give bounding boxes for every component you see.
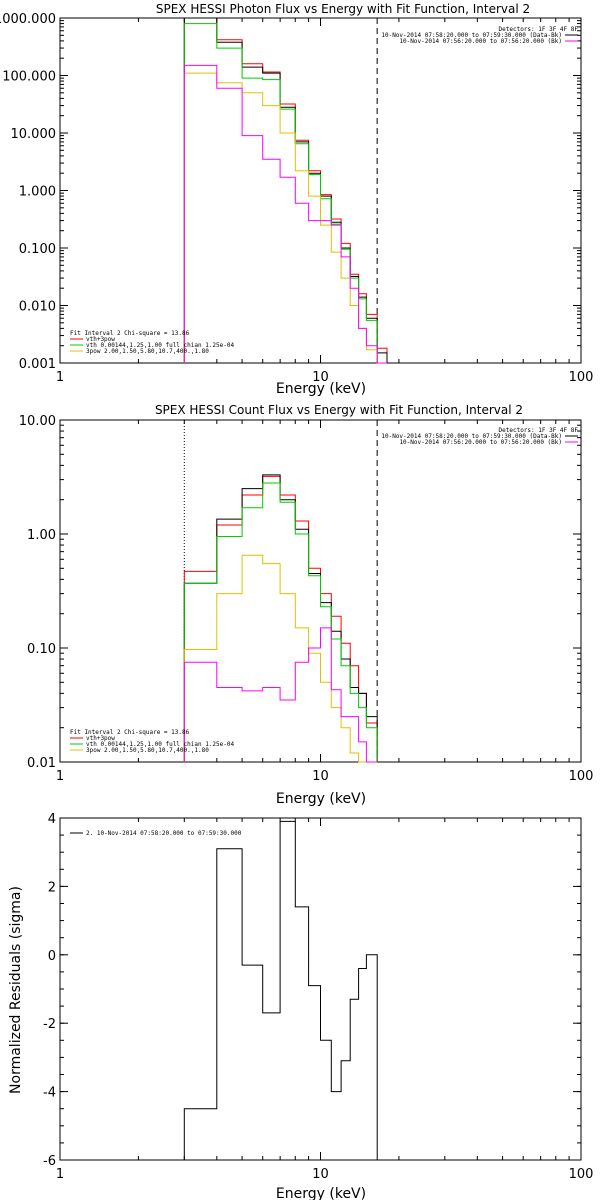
photon-y-tick-label: 1.000 (19, 185, 56, 200)
photon-y-tick-label: 0.010 (19, 300, 56, 315)
count-y-tick-label: 0.10 (27, 642, 56, 657)
panel2-legend-data-bk: 10-Nov-2014 07:58:20.000 to 07:59:30.000… (381, 433, 562, 440)
resid-x-tick-label: 10 (312, 1167, 329, 1182)
count-series-1 (183, 474, 378, 762)
photon-series-3 (183, 72, 387, 364)
resid-y-tick-label: -2 (43, 1017, 56, 1032)
panel1-legend-bk: 10-Nov-2014 07:56:20.000 to 07:56:20.000… (399, 38, 562, 45)
resid-x-tick-label: 100 (569, 1167, 594, 1182)
photon-x-tick-label: 10 (312, 370, 329, 385)
residuals-chart: 1 10 100 -6 -4 -2 0 2 4 (43, 812, 593, 1182)
photon-series-4 (183, 64, 387, 364)
count-series-3 (183, 554, 378, 763)
count-x-tick-label: 100 (569, 769, 594, 784)
panel2-fit-header: Fit Interval 2 Chi-square = 13.86 (70, 729, 190, 736)
photon-series-1 (183, 17, 388, 363)
panel3-ylabel: Normalized Residuals (sigma) (8, 886, 24, 1094)
count-x-tick-label: 1 (56, 769, 64, 784)
photon-x-tick-label: 1 (56, 370, 64, 385)
count-flux-chart: 1 10 100 0.01 0.10 1.00 10.00 (19, 414, 594, 784)
count-y-tick-label: 0.01 (27, 756, 56, 771)
photon-y-tick-label: 1000.000 (0, 12, 56, 27)
panel3-legend-label: 2. 10-Nov-2014 07:58:20.000 to 07:59:30.… (86, 830, 242, 837)
panel1-fit-total-label: vth+3pow (86, 336, 115, 343)
panel2-legend-bk: 10-Nov-2014 07:56:20.000 to 07:56:20.000… (399, 439, 562, 446)
panel1-title: SPEX HESSI Photon Flux vs Energy with Fi… (156, 2, 530, 16)
photon-y-tick-label: 0.001 (19, 357, 56, 372)
count-y-tick-label: 10.00 (19, 414, 56, 429)
panel1-fit-vth-label: vth 0.00144,1.25,1.00 full chian 1.25e-0… (86, 342, 234, 349)
photon-series-2 (183, 23, 387, 364)
panel1-fit-pow-label: 3pow 2.00,1.50,5.80,10.7,400.,1.80 (86, 348, 209, 355)
resid-x-tick-label: 1 (56, 1167, 64, 1182)
resid-y-tick-label: -6 (43, 1154, 56, 1169)
count-y-tick-label: 1.00 (27, 528, 56, 543)
panel3-xlabel: Energy (keV) (276, 1186, 366, 1200)
photon-series-0 (183, 17, 388, 363)
count-series-2 (183, 482, 378, 762)
panel1-fit-header: Fit Interval 2 Chi-square = 13.86 (70, 330, 190, 337)
resid-y-tick-label: 0 (48, 949, 56, 964)
photon-flux-chart: 1 10 100 0.001 0.010 0.100 1.000 10.000 100.000 1… (0, 12, 593, 385)
photon-y-tick-label: 100.000 (2, 70, 56, 85)
panel2-fit-pow-label: 3pow 2.00,1.50,5.80,10.7,400.,1.80 (86, 747, 209, 754)
resid-series-0 (183, 820, 378, 1160)
panel1-xlabel: Energy (keV) (276, 381, 366, 397)
photon-y-tick-label: 0.100 (19, 242, 56, 257)
panel2-fit-total-label: vth+3pow (86, 735, 115, 742)
panel1-legend-detectors: Detectors: 1F 3F 4F 8F (499, 26, 579, 33)
count-x-tick-label: 10 (312, 769, 329, 784)
panel2-xlabel: Energy (keV) (276, 791, 366, 807)
panel1-legend-data-bk: 10-Nov-2014 07:58:20.000 to 07:59:30.000… (381, 32, 562, 39)
panel2-title: SPEX HESSI Count Flux vs Energy with Fit… (155, 403, 523, 417)
resid-y-tick-label: 4 (48, 812, 56, 827)
resid-y-tick-label: 2 (48, 880, 56, 895)
panel2-legend-detectors: Detectors: 1F 3F 4F 8F (499, 427, 579, 434)
count-series-0 (183, 475, 378, 762)
count-series-4 (183, 627, 378, 763)
resid-y-tick-label: -4 (43, 1086, 56, 1101)
photon-y-tick-label: 10.000 (11, 127, 57, 142)
photon-x-tick-label: 100 (569, 370, 594, 385)
panel2-fit-vth-label: vth 0.00144,1.25,1.00 full chian 1.25e-0… (86, 741, 234, 748)
